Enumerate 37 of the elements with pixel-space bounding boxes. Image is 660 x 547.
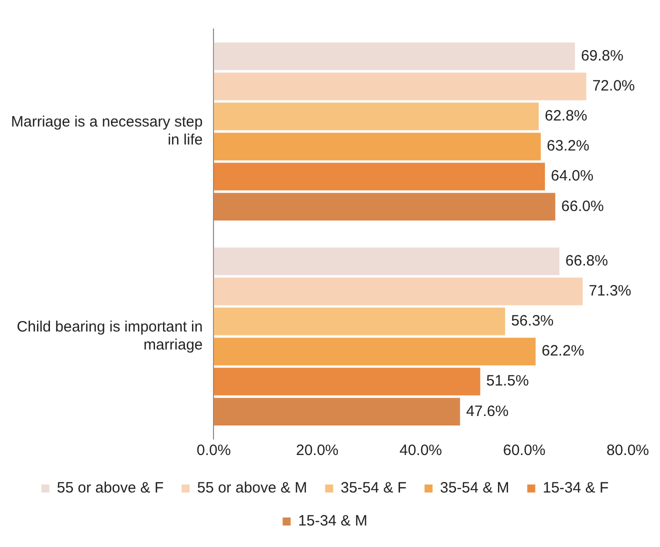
x-tick-label: 80.0% [606,442,650,460]
legend-label: 15-34 & M [298,512,368,530]
data-label: 71.3% [588,282,632,300]
legend-label: 15-34 & F [542,480,609,497]
data-label: 47.6% [466,402,509,420]
x-tick-label: 60.0% [502,442,546,460]
legend-label: 55 or above & F [56,480,164,497]
legend-label: 35-54 & F [340,480,407,497]
bar [214,192,556,220]
data-label: 63.2% [546,138,590,155]
x-tick-label: 0.0% [196,442,231,460]
data-label: 56.3% [511,312,554,330]
bar [214,102,539,130]
legend-label: 35-54 & M [440,480,510,497]
y-tick-label: Child bearing is important in marriage [16,318,203,354]
bar [214,132,541,160]
x-tick-label: 20.0% [296,442,339,460]
bar [214,368,480,396]
data-label: 72.0% [592,78,635,95]
data-label: 69.8% [580,47,624,64]
data-label: 51.5% [486,372,529,390]
data-label: 62.8% [544,108,588,125]
x-tick-label: 40.0% [399,442,442,460]
legend-label: 55 or above & M [197,480,308,497]
bar [214,72,586,100]
data-label: 62.2% [542,342,584,360]
bar [214,248,560,276]
data-label: 66.8% [565,252,608,270]
bar [214,338,536,366]
bar [214,162,545,190]
bar [214,278,583,306]
data-label: 64.0% [550,168,594,185]
bar [214,42,575,70]
y-tick-label: Marriage is a necessary step in life [11,114,203,149]
bar [214,398,460,426]
bar [214,308,506,336]
data-label: 66.0% [561,198,604,215]
